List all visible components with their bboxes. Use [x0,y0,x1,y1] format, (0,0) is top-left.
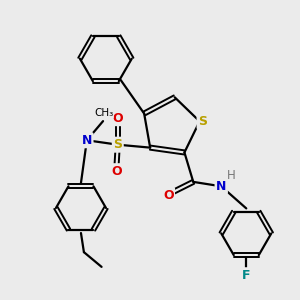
Text: N: N [82,134,92,147]
Text: F: F [242,269,250,282]
Text: H: H [227,169,236,182]
Text: S: S [198,115,207,128]
Text: N: N [216,180,226,193]
Text: O: O [112,112,123,125]
Text: S: S [113,138,122,151]
Text: O: O [163,189,174,202]
Text: O: O [111,165,122,178]
Text: CH₃: CH₃ [94,108,113,118]
